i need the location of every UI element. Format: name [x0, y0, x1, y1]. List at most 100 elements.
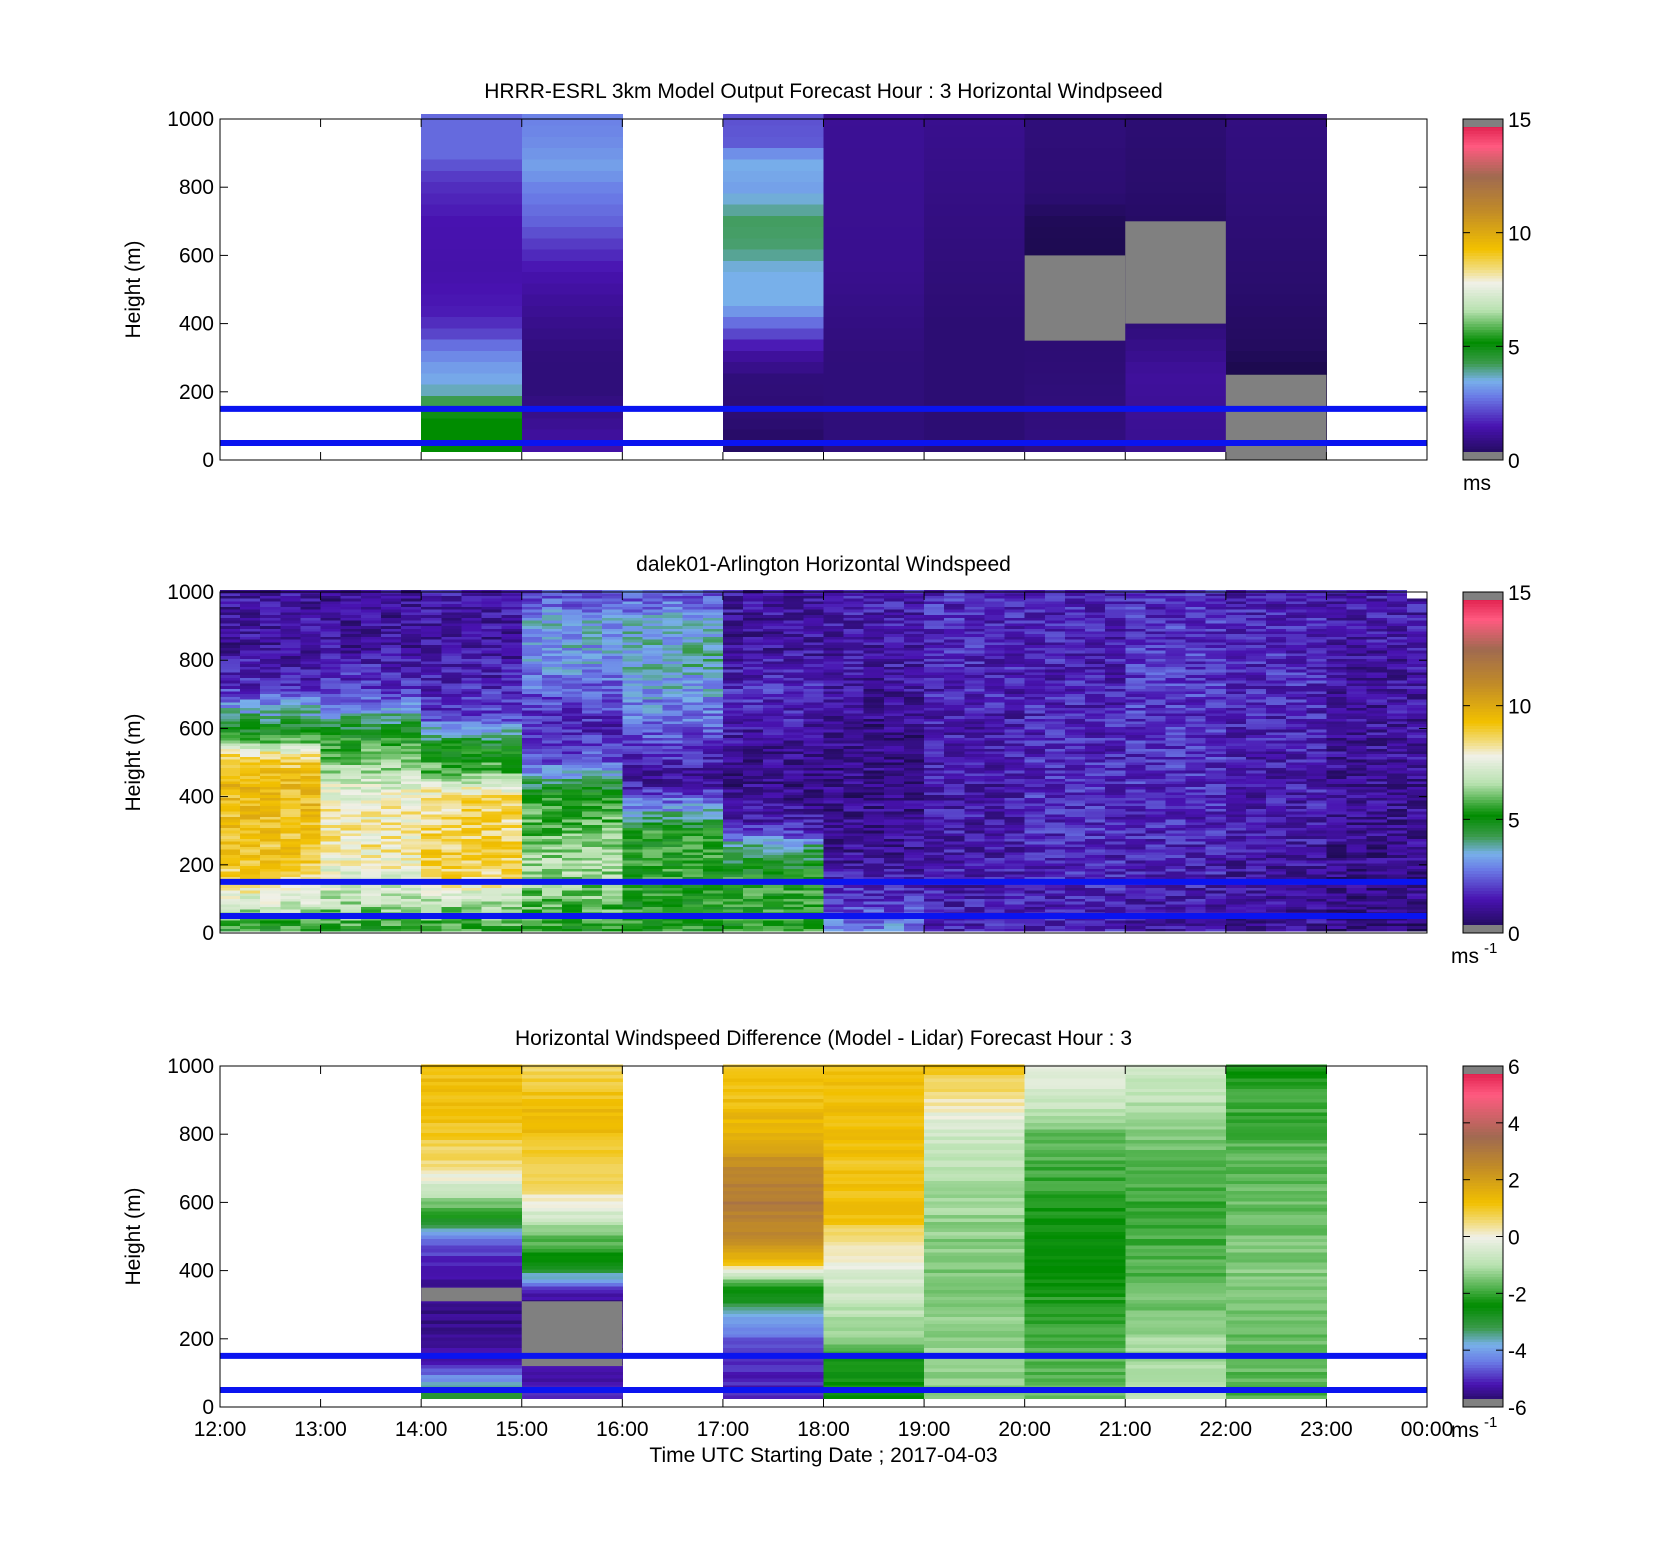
heatmap-cell	[924, 395, 1025, 407]
heatmap-cell	[522, 226, 623, 238]
colorbar-endcap	[1463, 452, 1503, 460]
heatmap-cell	[1226, 215, 1327, 227]
heatmap-cell	[421, 181, 522, 193]
heatmap-cell	[723, 226, 824, 238]
colorbar-unit: ms	[1463, 472, 1491, 495]
heatmap-cell	[924, 339, 1025, 351]
heatmap-cell	[924, 136, 1025, 148]
colorbar-tick-label: 5	[1508, 336, 1520, 359]
heatmap-cell	[1025, 339, 1126, 351]
heatmap-cell	[1226, 316, 1327, 328]
heatmap-cell	[1226, 125, 1327, 137]
heatmap-cell	[522, 159, 623, 171]
heatmap-cell	[1025, 429, 1126, 441]
heatmap-cell	[1125, 204, 1226, 216]
heatmap-cell	[1025, 361, 1126, 373]
heatmap-cell	[723, 170, 824, 182]
heatmap-cell	[924, 373, 1025, 385]
heatmap-cell	[723, 193, 824, 205]
heatmap-cell	[1025, 114, 1126, 126]
heatmap-cell	[824, 339, 925, 351]
panel-model: HRRR-ESRL 3km Model Output Forecast Hour…	[122, 80, 1531, 495]
heatmap-cell	[1226, 181, 1327, 193]
heatmap-cell	[924, 159, 1025, 171]
heatmap-cell	[1025, 215, 1126, 227]
heatmap-cell	[1226, 170, 1327, 182]
heatmap-cell	[1125, 328, 1226, 340]
heatmap-cell	[723, 249, 824, 261]
heatmap-cell	[924, 305, 1025, 317]
heatmap-cell	[824, 238, 925, 250]
heatmap-cell	[824, 395, 925, 407]
heatmap-cell	[421, 429, 522, 441]
heatmap-cell	[824, 260, 925, 272]
heatmap-cell	[1025, 373, 1126, 385]
heatmap-cell	[723, 148, 824, 160]
heatmap-cell	[1125, 395, 1226, 407]
heatmap-cell	[824, 361, 925, 373]
heatmap-cell	[1125, 350, 1226, 362]
y-tick-label: 200	[179, 381, 214, 404]
heatmap-cell	[1025, 181, 1126, 193]
y-tick-label: 400	[179, 313, 214, 336]
heatmap-cell	[824, 384, 925, 396]
heatmap-cell	[924, 260, 1025, 272]
heatmap-cell	[421, 384, 522, 396]
heatmap-cell	[522, 125, 623, 137]
heatmap-cell	[1125, 114, 1226, 126]
heatmap-cell	[824, 181, 925, 193]
panel-title: HRRR-ESRL 3km Model Output Forecast Hour…	[484, 80, 1162, 103]
heatmap-cell	[1025, 136, 1126, 148]
heatmap-cell	[924, 283, 1025, 295]
y-tick-label: 0	[202, 449, 214, 472]
heatmap-cell	[924, 148, 1025, 160]
heatmap-cell	[1226, 271, 1327, 283]
heatmap-cell	[421, 215, 522, 227]
heatmap-cell	[1226, 159, 1327, 171]
heatmap-cell	[1125, 361, 1226, 373]
heatmap-cell	[1025, 384, 1126, 396]
heatmap-cell	[522, 339, 623, 351]
heatmap-cell	[522, 260, 623, 272]
heatmap-cell	[1025, 148, 1126, 160]
heatmap-cell	[522, 418, 623, 430]
heatmap-cell	[924, 181, 1025, 193]
heatmap-cell	[1025, 350, 1126, 362]
heatmap-cell	[824, 429, 925, 441]
y-tick-label: 800	[179, 176, 214, 199]
heatmap-cell	[421, 114, 522, 126]
missing-data-block	[1125, 221, 1226, 323]
heatmap-cell	[824, 305, 925, 317]
heatmap-cell	[924, 226, 1025, 238]
heatmap-cell	[1226, 193, 1327, 205]
heatmap-cell	[1226, 136, 1327, 148]
heatmap-cell	[1226, 148, 1327, 160]
heatmap-cell	[924, 204, 1025, 216]
heatmap-cell	[723, 395, 824, 407]
heatmap-cell	[1125, 181, 1226, 193]
heatmap-cell	[824, 350, 925, 362]
heatmap-cell	[824, 373, 925, 385]
heatmap-cell	[1226, 350, 1327, 362]
heatmap-cell	[824, 283, 925, 295]
heatmap-cell	[1125, 384, 1226, 396]
heatmap-cell	[522, 193, 623, 205]
heatmap-cell	[924, 384, 1025, 396]
heatmap-cell	[924, 361, 1025, 373]
heatmap-cell	[824, 215, 925, 227]
heatmap-cell	[522, 373, 623, 385]
heatmap-cell	[824, 148, 925, 160]
heatmap-cell	[1025, 238, 1126, 250]
heatmap-cell	[522, 136, 623, 148]
heatmap-cell	[723, 361, 824, 373]
heatmap-cell	[924, 350, 1025, 362]
heatmap-cell	[924, 170, 1025, 182]
heatmap-cell	[1025, 226, 1126, 238]
heatmap-cell	[421, 238, 522, 250]
heatmap-cell	[824, 114, 925, 126]
heatmap-cell	[824, 249, 925, 261]
heatmap-cell	[924, 418, 1025, 430]
heatmap-cell	[723, 339, 824, 351]
